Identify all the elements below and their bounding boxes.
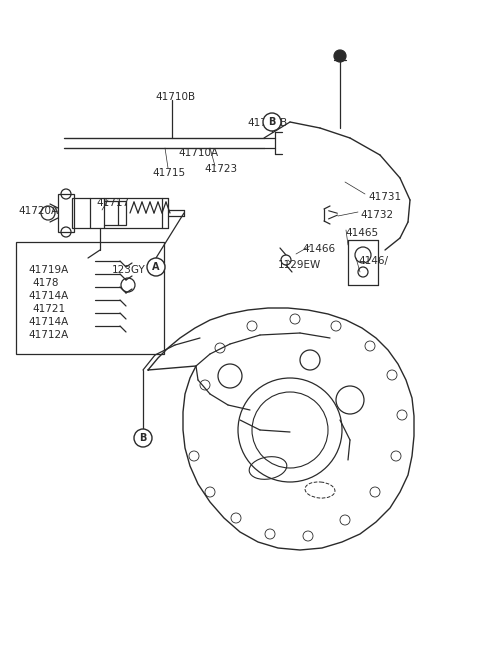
Text: 41719A: 41719A [28, 265, 68, 275]
Bar [118, 201, 126, 225]
Text: 123GY: 123GY [112, 265, 146, 275]
Text: 41466: 41466 [302, 244, 335, 254]
Text: 41710A: 41710A [178, 148, 218, 158]
Text: 4146/: 4146/ [358, 256, 388, 266]
Text: B: B [139, 433, 147, 443]
Bar [72, 198, 162, 228]
Text: 41712A: 41712A [28, 330, 68, 340]
Text: 41714A: 41714A [28, 317, 68, 327]
Bar [16, 242, 164, 354]
Text: 41723: 41723 [204, 164, 237, 174]
Circle shape [147, 258, 165, 276]
Circle shape [134, 429, 152, 447]
Text: 41465: 41465 [345, 228, 378, 238]
Text: 41710B: 41710B [155, 92, 195, 102]
Text: 4178: 4178 [32, 278, 59, 288]
Text: 41720A: 41720A [18, 206, 58, 216]
Text: 1129EW: 1129EW [278, 260, 321, 270]
Text: 41731: 41731 [368, 192, 401, 202]
Circle shape [334, 50, 346, 62]
Text: 41732: 41732 [360, 210, 393, 220]
Bar [58, 194, 74, 232]
Text: A: A [152, 262, 160, 272]
Text: 41721: 41721 [32, 304, 65, 314]
Circle shape [263, 113, 281, 131]
Text: 41719B: 41719B [247, 118, 287, 128]
Text: B: B [268, 117, 276, 127]
Text: 41717: 41717 [96, 198, 129, 208]
Text: 41714A: 41714A [28, 291, 68, 301]
Text: 41715: 41715 [152, 168, 185, 178]
